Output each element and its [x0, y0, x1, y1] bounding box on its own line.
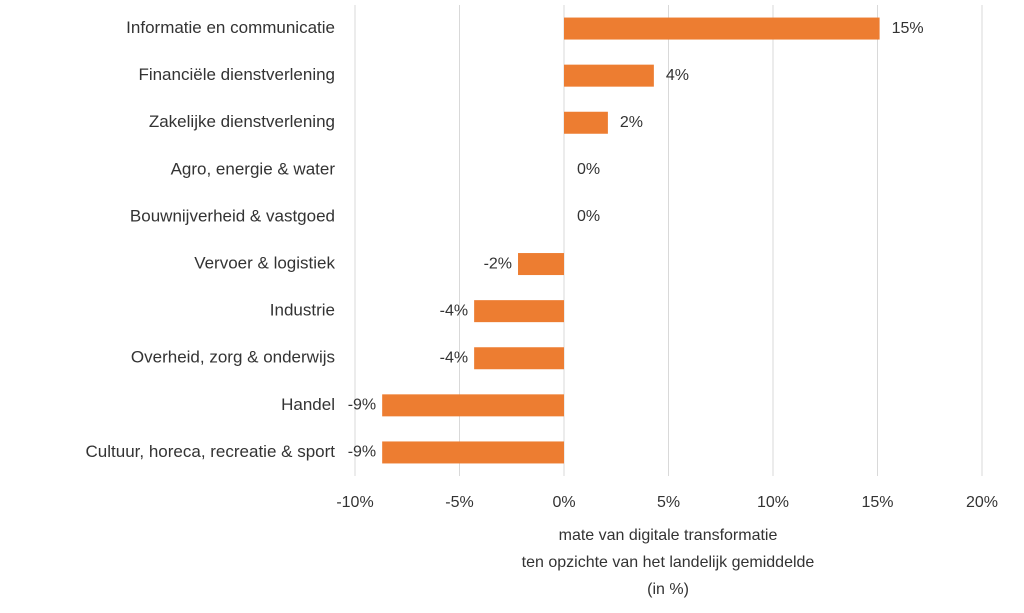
- category-label: Overheid, zorg & onderwijs: [131, 348, 335, 367]
- category-label: Zakelijke dienstverlening: [149, 112, 335, 131]
- x-tick-label: 0%: [552, 494, 575, 511]
- category-label: Financiële dienstverlening: [138, 65, 335, 84]
- category-label: Handel: [281, 395, 335, 414]
- x-axis-title: ten opzichte van het landelijk gemiddeld…: [522, 554, 815, 571]
- x-tick-label: 5%: [657, 494, 680, 511]
- value-label: 0%: [577, 208, 600, 225]
- value-label: 4%: [666, 67, 689, 84]
- bar: [474, 300, 564, 323]
- value-label: 2%: [620, 114, 643, 131]
- bar: [382, 441, 564, 464]
- x-tick-label: 20%: [966, 494, 998, 511]
- bar: [382, 394, 564, 417]
- category-label: Industrie: [270, 301, 335, 320]
- x-tick-label: -10%: [336, 494, 373, 511]
- category-label: Informatie en communicatie: [126, 18, 335, 37]
- value-label: -9%: [348, 397, 376, 414]
- value-label: 0%: [577, 161, 600, 178]
- category-label: Agro, energie & water: [171, 159, 336, 178]
- value-label: -4%: [440, 302, 468, 319]
- x-tick-label: 15%: [861, 494, 893, 511]
- value-label: -4%: [440, 349, 468, 366]
- bar: [564, 111, 608, 134]
- x-tick-label: -5%: [445, 494, 473, 511]
- value-label: -2%: [484, 255, 512, 272]
- bar: [564, 64, 654, 87]
- x-axis-title: (in %): [647, 581, 689, 598]
- category-label: Bouwnijverheid & vastgoed: [130, 206, 335, 225]
- x-axis-title: mate van digitale transformatie: [559, 527, 778, 544]
- value-label: 15%: [892, 20, 924, 37]
- bar: [518, 253, 564, 276]
- value-label: -9%: [348, 444, 376, 461]
- category-label: Cultuur, horeca, recreatie & sport: [86, 442, 336, 461]
- bar: [474, 347, 564, 370]
- category-label: Vervoer & logistiek: [194, 254, 335, 273]
- bar: [564, 17, 880, 40]
- x-tick-label: 10%: [757, 494, 789, 511]
